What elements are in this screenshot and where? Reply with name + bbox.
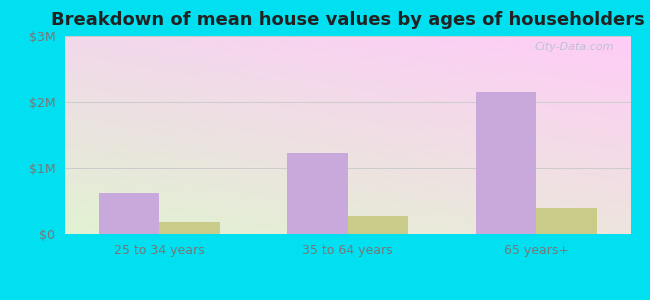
Text: City-Data.com: City-Data.com xyxy=(534,42,614,52)
Bar xyxy=(287,154,348,234)
Bar xyxy=(476,92,536,234)
Title: Breakdown of mean house values by ages of householders: Breakdown of mean house values by ages o… xyxy=(51,11,645,29)
Bar xyxy=(536,208,597,234)
Bar xyxy=(159,222,220,234)
Bar xyxy=(99,193,159,234)
Bar xyxy=(348,216,408,234)
